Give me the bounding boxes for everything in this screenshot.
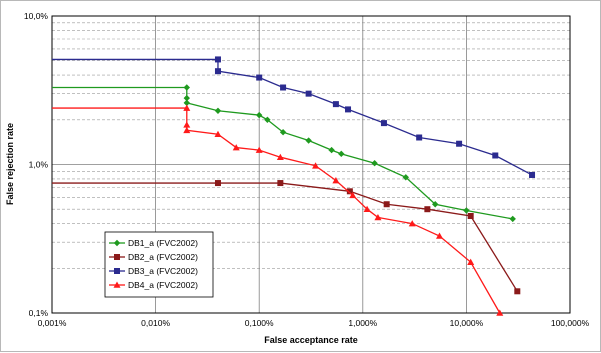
data-point [332, 101, 339, 108]
data-point [232, 144, 240, 151]
data-point [402, 174, 409, 181]
legend-item: DB4_a (FVC2002) [109, 280, 198, 290]
data-point [509, 215, 516, 223]
series-line [52, 182, 518, 292]
data-point [214, 56, 221, 63]
data-point [345, 106, 352, 113]
data-point [256, 74, 263, 81]
legend-item: DB3_a (FVC2002) [109, 266, 198, 276]
data-point [255, 146, 263, 153]
legend-item: DB1_a (FVC2002) [109, 238, 198, 248]
series-2 [52, 180, 521, 295]
data-point [183, 104, 191, 111]
data-point [432, 201, 439, 208]
data-point [408, 220, 416, 227]
x-tick-label: 0,001% [38, 318, 67, 328]
x-axis-title: False acceptance rate [264, 335, 358, 345]
data-point [328, 146, 335, 154]
series-layer [52, 56, 536, 316]
legend-label: DB2_a (FVC2002) [128, 252, 198, 262]
data-point [305, 137, 312, 144]
data-point [113, 239, 121, 247]
data-point [416, 134, 423, 141]
data-point [338, 150, 345, 158]
data-point [346, 188, 353, 195]
x-tick-label: 0,010% [141, 318, 170, 328]
data-point [332, 177, 340, 184]
series-1 [52, 84, 516, 223]
series-3 [52, 56, 536, 178]
data-point [456, 140, 463, 147]
plot-area [51, 15, 571, 314]
data-point [305, 90, 312, 97]
data-point [279, 129, 287, 136]
data-point [383, 201, 390, 208]
data-point [514, 288, 521, 295]
data-point [183, 94, 190, 102]
data-point [277, 180, 284, 187]
series-4 [52, 104, 504, 316]
x-tick-label: 100,000% [551, 318, 590, 328]
data-point [280, 84, 287, 91]
legend-label: DB1_a (FVC2002) [128, 238, 198, 248]
data-point [467, 258, 475, 265]
data-point [183, 126, 191, 134]
series-line [52, 58, 533, 176]
data-point [214, 107, 222, 114]
data-point [214, 130, 222, 137]
y-axis-title: False rejection rate [5, 123, 15, 205]
y-tick-label: 1,0% [29, 160, 49, 170]
data-point [436, 232, 444, 239]
legend-item: DB2_a (FVC2002) [109, 252, 198, 262]
tick-labels: 0,001% 0,010% 0,100% 1,000% 10,000% 100,000% 0… [24, 11, 590, 328]
data-point [183, 121, 191, 128]
legend-label: DB4_a (FVC2002) [128, 280, 198, 290]
data-point [276, 153, 284, 160]
data-point [496, 309, 504, 316]
data-point [183, 84, 190, 91]
data-point [214, 180, 221, 187]
series-line [52, 86, 513, 220]
data-point [424, 206, 431, 213]
data-point [114, 268, 120, 274]
y-tick-label: 0,1% [29, 308, 49, 318]
data-point [374, 213, 382, 221]
data-point [467, 212, 474, 219]
data-point [264, 116, 271, 123]
data-point [312, 162, 320, 169]
data-point [463, 207, 470, 214]
legend-label: DB3_a (FVC2002) [128, 266, 198, 276]
data-point [492, 152, 499, 159]
x-tick-label: 0,100% [245, 318, 274, 328]
data-point [380, 120, 387, 127]
data-point [183, 99, 190, 107]
data-point [214, 68, 221, 75]
x-tick-label: 10,000% [450, 318, 484, 328]
data-point [256, 111, 263, 119]
y-tick-label: 10,0% [24, 11, 49, 21]
data-point [114, 254, 120, 260]
x-tick-label: 1,000% [348, 318, 377, 328]
data-point [371, 160, 378, 167]
data-point [349, 191, 357, 199]
data-point [363, 205, 371, 213]
legend: DB1_a (FVC2002) DB2_a (FVC2002) DB3_a (FVC… [104, 231, 214, 298]
data-point [529, 171, 536, 178]
data-point [113, 281, 121, 288]
